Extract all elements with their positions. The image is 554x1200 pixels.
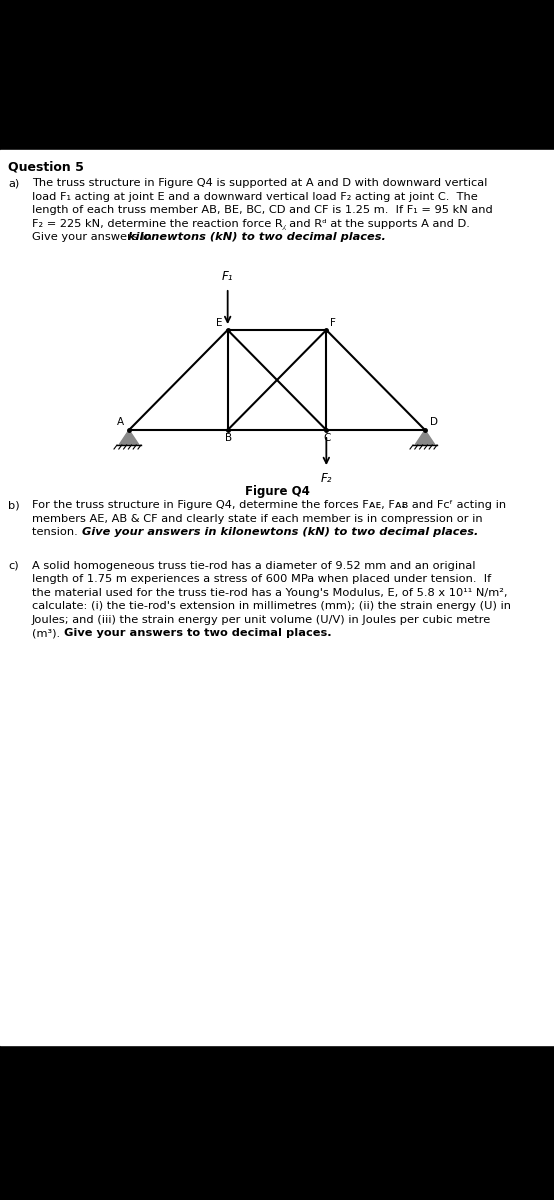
Text: A: A — [117, 416, 124, 427]
Text: tension.: tension. — [32, 527, 89, 538]
Text: kilonewtons (kN) to two decimal places.: kilonewtons (kN) to two decimal places. — [127, 232, 386, 242]
Text: F₂ = 225 kN, determine the reaction force R⁁ and Rᵈ at the supports A and D.: F₂ = 225 kN, determine the reaction forc… — [32, 218, 470, 229]
Text: Question 5: Question 5 — [8, 160, 84, 173]
Text: Give your answers to two decimal places.: Give your answers to two decimal places. — [64, 629, 331, 638]
Text: D: D — [430, 416, 438, 427]
Text: load F₁ acting at joint E and a downward vertical load F₂ acting at joint C.  Th: load F₁ acting at joint E and a downward… — [32, 192, 478, 202]
Text: B: B — [225, 433, 232, 443]
Text: c): c) — [8, 560, 19, 571]
Text: a): a) — [8, 178, 19, 188]
Text: A solid homogeneous truss tie-rod has a diameter of 9.52 mm and an original: A solid homogeneous truss tie-rod has a … — [32, 560, 475, 571]
Text: the material used for the truss tie-rod has a Young's Modulus, E, of 5.8 x 10¹¹ : the material used for the truss tie-rod … — [32, 588, 507, 598]
Text: C: C — [324, 433, 331, 443]
Text: F₁: F₁ — [222, 270, 233, 283]
Text: Figure Q4: Figure Q4 — [244, 485, 310, 498]
Polygon shape — [415, 430, 435, 445]
Text: F₂: F₂ — [321, 472, 332, 485]
Text: members AE, AB & CF and clearly state if each member is in compression or in: members AE, AB & CF and clearly state if… — [32, 514, 483, 523]
Text: The truss structure in Figure Q4 is supported at A and D with downward vertical: The truss structure in Figure Q4 is supp… — [32, 178, 488, 188]
Bar — [0, 150, 554, 1045]
Text: length of each truss member AB, BE, BC, CD and CF is 1.25 m.  If F₁ = 95 kN and: length of each truss member AB, BE, BC, … — [32, 205, 493, 215]
Text: calculate: (i) the tie-rod's extension in millimetres (mm); (ii) the strain ener: calculate: (i) the tie-rod's extension i… — [32, 601, 511, 611]
Text: length of 1.75 m experiences a stress of 600 MPa when placed under tension.  If: length of 1.75 m experiences a stress of… — [32, 575, 491, 584]
Polygon shape — [119, 430, 139, 445]
Text: For the truss structure in Figure Q4, determine the forces Fᴀᴇ, Fᴀᴃ and Fᴄᶠ acti: For the truss structure in Figure Q4, de… — [32, 500, 506, 510]
Text: (m³).: (m³). — [32, 629, 68, 638]
Text: Give your answers in: Give your answers in — [32, 232, 155, 242]
Text: b): b) — [8, 500, 19, 510]
Text: Joules; and (iii) the strain energy per unit volume (U/V) in Joules per cubic me: Joules; and (iii) the strain energy per … — [32, 614, 491, 625]
Text: Give your answers in kilonewtons (kN) to two decimal places.: Give your answers in kilonewtons (kN) to… — [82, 527, 479, 538]
Text: E: E — [216, 318, 223, 328]
Text: F: F — [330, 318, 336, 328]
